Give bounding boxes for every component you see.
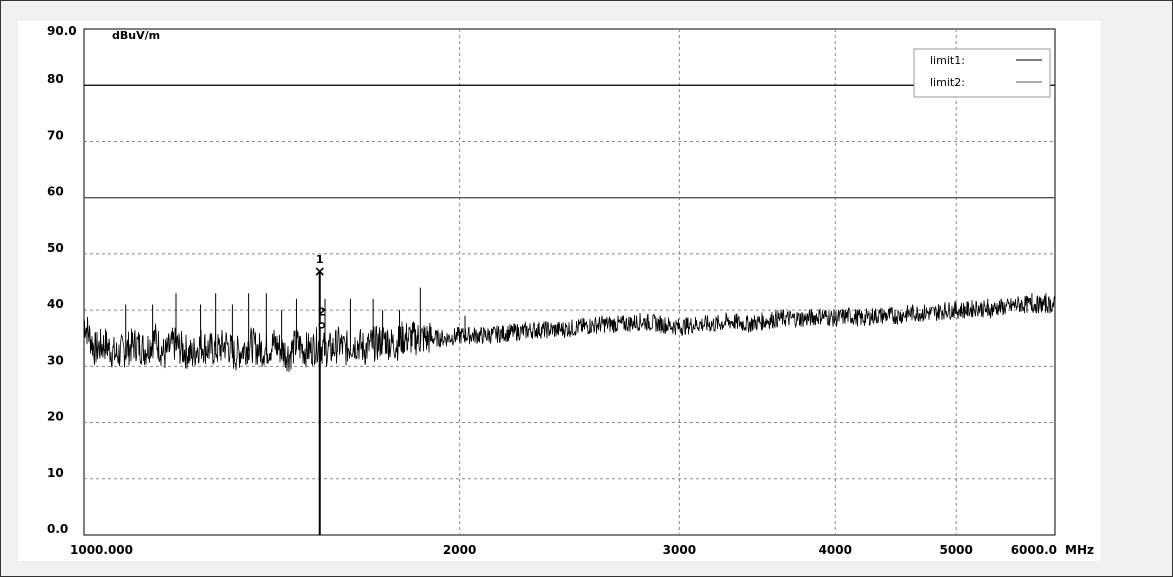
x-tick-label: 6000.0 xyxy=(1011,543,1057,557)
y-tick-label: 10 xyxy=(47,466,64,480)
plot-area xyxy=(83,28,1056,536)
legend-label: limit1: xyxy=(930,54,965,67)
measurement-trace xyxy=(83,295,1056,373)
y-tick-label: 80 xyxy=(47,72,64,86)
legend-label: limit2: xyxy=(930,76,965,89)
y-tick-label: 90.0 xyxy=(47,24,77,38)
marker-symbol-peak: × xyxy=(314,264,326,280)
y-unit-label: dBuV/m xyxy=(112,29,160,42)
marker-label: 1 xyxy=(316,253,324,266)
legend-box xyxy=(913,48,1051,98)
x-unit-label: MHz xyxy=(1065,543,1094,557)
x-tick-label: 3000 xyxy=(663,543,696,557)
x-tick-label: 2000 xyxy=(443,543,476,557)
marker-symbol-qp xyxy=(318,322,326,329)
y-tick-label: 50 xyxy=(47,241,64,255)
y-tick-label: 70 xyxy=(47,128,64,142)
y-tick-label: 20 xyxy=(47,410,64,424)
x-tick-label: 4000 xyxy=(819,543,852,557)
x-tick-label: 5000 xyxy=(939,543,972,557)
y-tick-label: 0.0 xyxy=(47,522,68,536)
chart-panel: 90.0 80 70 60 50 40 30 20 10 0.0 1000.000 2000 3000 4… xyxy=(18,21,1101,561)
marker-label: 2 xyxy=(318,305,326,318)
y-tick-label: 30 xyxy=(47,353,64,367)
y-tick-label: 60 xyxy=(47,185,64,199)
y-tick-label: 40 xyxy=(47,297,64,311)
x-tick-label: 1000.000 xyxy=(70,543,133,557)
